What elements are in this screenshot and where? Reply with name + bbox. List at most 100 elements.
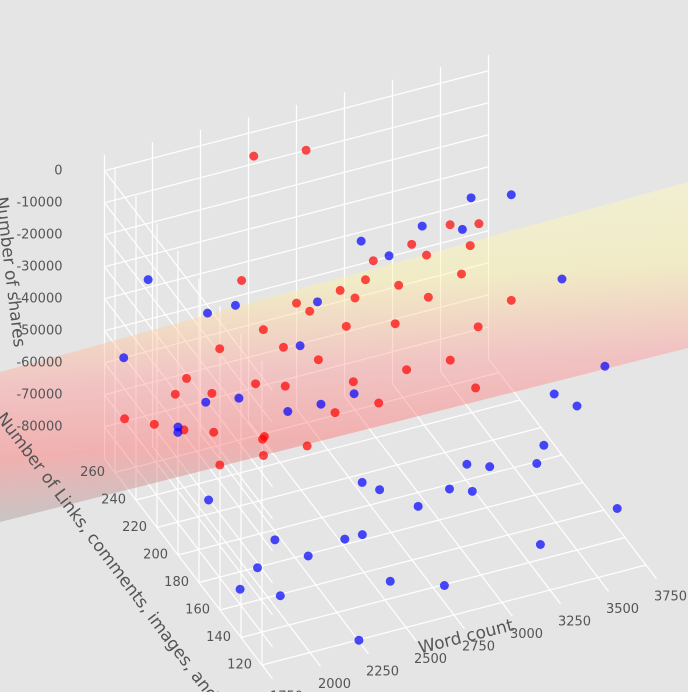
grid-line bbox=[392, 383, 561, 605]
x-tick-label: 3250 bbox=[558, 614, 591, 629]
point bbox=[600, 361, 610, 371]
point bbox=[390, 319, 400, 329]
z-tick-label: -10000 bbox=[16, 195, 62, 210]
point bbox=[330, 408, 340, 418]
x-tick-label: 3500 bbox=[606, 602, 639, 617]
z-tick-label: -40000 bbox=[16, 291, 62, 306]
point bbox=[385, 576, 395, 586]
point bbox=[230, 300, 240, 310]
x-tick-label: 3750 bbox=[654, 589, 687, 604]
point bbox=[280, 381, 290, 391]
point bbox=[251, 379, 261, 389]
grid-line bbox=[104, 102, 489, 204]
point bbox=[422, 250, 432, 260]
point bbox=[445, 484, 454, 494]
point bbox=[384, 251, 394, 261]
point bbox=[340, 534, 350, 544]
grid-line bbox=[440, 370, 609, 592]
x-tick-label: 2750 bbox=[462, 639, 495, 654]
marks bbox=[119, 145, 622, 645]
point bbox=[474, 219, 484, 229]
point bbox=[506, 190, 516, 200]
point bbox=[439, 581, 449, 590]
point bbox=[335, 285, 345, 295]
point bbox=[473, 322, 483, 332]
y-tick-label: 140 bbox=[206, 630, 231, 645]
grid-line bbox=[156, 426, 542, 529]
point bbox=[357, 477, 367, 487]
point bbox=[467, 486, 477, 496]
point bbox=[234, 393, 244, 403]
labels: 1750200022502500275030003250350037501201… bbox=[16, 163, 687, 692]
grid-line bbox=[344, 395, 513, 617]
point bbox=[368, 256, 378, 266]
grid-line bbox=[104, 458, 273, 680]
point bbox=[201, 397, 211, 407]
point bbox=[295, 341, 305, 351]
grid-line bbox=[104, 198, 489, 300]
point bbox=[349, 389, 359, 399]
point bbox=[557, 274, 567, 284]
point bbox=[207, 388, 217, 398]
grid-line bbox=[135, 399, 521, 501]
point bbox=[485, 462, 495, 472]
point bbox=[445, 355, 455, 365]
point bbox=[313, 355, 323, 365]
regression-plane bbox=[0, 182, 688, 522]
z-tick-label: -70000 bbox=[16, 387, 62, 402]
grid-line bbox=[488, 358, 657, 580]
y-tick-label: 200 bbox=[143, 548, 168, 563]
point bbox=[423, 292, 433, 302]
grid-line bbox=[104, 166, 489, 268]
point bbox=[149, 419, 159, 429]
point bbox=[361, 275, 370, 285]
point bbox=[466, 193, 476, 203]
point bbox=[143, 275, 153, 285]
point bbox=[341, 321, 351, 331]
point bbox=[305, 306, 315, 316]
point bbox=[417, 221, 427, 231]
point bbox=[259, 450, 268, 460]
point bbox=[348, 377, 358, 387]
y-tick-label: 180 bbox=[164, 575, 189, 590]
point bbox=[270, 535, 280, 545]
point bbox=[394, 280, 404, 290]
point bbox=[170, 389, 180, 399]
point bbox=[120, 414, 130, 424]
point bbox=[413, 501, 423, 511]
point bbox=[119, 353, 129, 363]
grid-line bbox=[104, 70, 489, 172]
point bbox=[350, 293, 360, 303]
z-tick-label: 0 bbox=[54, 163, 62, 178]
point bbox=[316, 399, 326, 409]
y-tick-label: 120 bbox=[227, 658, 252, 673]
point bbox=[253, 563, 262, 573]
point bbox=[462, 459, 472, 469]
point bbox=[249, 151, 259, 161]
z-tick-label: -50000 bbox=[16, 323, 62, 338]
grid-line bbox=[296, 408, 465, 630]
x-tick-label: 3000 bbox=[510, 627, 543, 642]
point bbox=[303, 551, 313, 561]
point bbox=[173, 422, 183, 432]
y-tick-label: 160 bbox=[185, 603, 210, 618]
x-tick-label: 1750 bbox=[270, 689, 303, 692]
grid-line bbox=[104, 134, 489, 236]
point bbox=[313, 297, 322, 307]
point bbox=[203, 308, 213, 318]
point bbox=[506, 295, 516, 305]
grid-line bbox=[240, 536, 626, 639]
point bbox=[539, 440, 549, 450]
grid-line bbox=[198, 481, 584, 584]
grid-line bbox=[104, 230, 489, 332]
point bbox=[532, 459, 542, 468]
point bbox=[612, 504, 622, 513]
point bbox=[465, 241, 475, 251]
x-tick-label: 2000 bbox=[318, 677, 351, 692]
x-tick-label: 2500 bbox=[414, 652, 447, 667]
point bbox=[302, 441, 312, 451]
grid-line bbox=[152, 445, 321, 667]
y-tick-label: 240 bbox=[101, 493, 126, 508]
x-tick-label: 2250 bbox=[366, 664, 399, 679]
